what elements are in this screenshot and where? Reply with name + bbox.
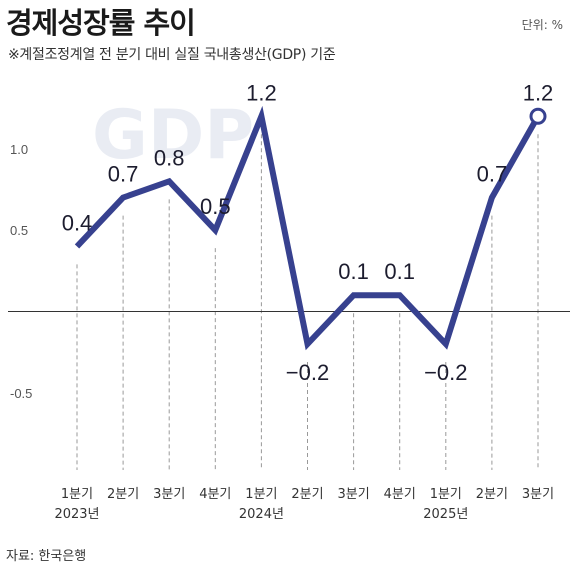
data-points — [529, 107, 547, 125]
data-labels: 0.4 0.7 0.8 0.5 1.2 −0.2 0.1 0.1 −0.2 0.7 1.2 — [62, 80, 554, 385]
chart-title: 경제성장률 추이 — [6, 6, 196, 40]
x-tick-label: 2분기 — [476, 487, 508, 502]
unit-label: 단위: % — [521, 18, 563, 32]
source-note: 자료: 한국은행 — [6, 549, 87, 564]
data-label: 0.4 — [62, 210, 93, 235]
y-axis-ticks: 1.0 0.5 -0.5 — [10, 142, 32, 401]
y-tick-label: -0.5 — [10, 386, 32, 401]
y-tick-label: 1.0 — [10, 142, 28, 157]
data-label: 0.8 — [154, 145, 185, 170]
x-tick-label: 1분기 — [245, 487, 277, 502]
x-year-label: 2024년 — [239, 507, 284, 522]
gdp-watermark: GDP — [92, 96, 254, 175]
x-tick-label: 1분기 — [61, 487, 93, 502]
data-label: 0.1 — [384, 259, 415, 284]
x-tick-label: 1분기 — [430, 487, 462, 502]
x-tick-label: 3분기 — [337, 487, 369, 502]
x-tick-label: 4분기 — [384, 487, 416, 502]
chart-note: ※계절조정계열 전 분기 대비 실질 국내총생산(GDP) 기준 — [8, 47, 336, 63]
data-label: 0.7 — [477, 162, 508, 187]
data-label: −0.2 — [424, 360, 467, 385]
x-year-label: 2023년 — [54, 507, 99, 522]
series-line — [74, 105, 541, 351]
last-point-marker — [529, 107, 547, 125]
x-tick-label: 3분기 — [153, 487, 185, 502]
data-label: 0.7 — [108, 162, 139, 187]
y-tick-label: 0.5 — [10, 223, 28, 238]
x-tick-label: 2분기 — [107, 487, 139, 502]
data-label: 1.2 — [246, 80, 277, 105]
drop-lines — [76, 134, 539, 470]
x-axis-labels: 1분기 2분기 3분기 4분기 1분기 2분기 3분기 4분기 1분기 2분기 3분기 2023년 20… — [54, 487, 554, 522]
x-year-label: 2025년 — [423, 507, 468, 522]
x-tick-label: 4분기 — [199, 487, 231, 502]
data-label: 1.2 — [523, 80, 554, 105]
x-tick-label: 2분기 — [291, 487, 323, 502]
x-tick-label: 3분기 — [522, 487, 554, 502]
data-label: 0.1 — [338, 259, 369, 284]
data-label: −0.2 — [286, 360, 329, 385]
data-label: 0.5 — [200, 194, 231, 219]
